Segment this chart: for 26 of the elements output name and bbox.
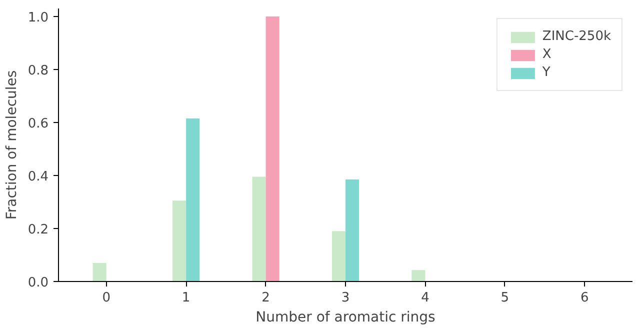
y-tick-label: 0.4 [28,169,49,184]
bar [332,231,346,282]
legend-label: ZINC-250k [542,29,611,44]
y-tick-label: 0.2 [28,222,49,238]
x-tick-label: 2 [262,290,270,306]
legend-label: Y [542,65,552,80]
bar [266,16,280,282]
y-tick-label: 1.0 [28,10,49,26]
x-axis-title: Number of aromatic rings [256,310,436,326]
bar [346,179,360,282]
x-tick-label: 4 [421,290,430,306]
legend-label: X [542,47,552,62]
bar [172,200,186,282]
x-tick-label: 3 [341,290,350,306]
x-tick-label: 0 [102,290,110,306]
y-tick-label: 0.0 [28,276,49,290]
y-tick-label: 0.8 [28,63,49,78]
x-tick-label: 1 [182,290,190,306]
x-tick-label: 5 [500,290,510,306]
y-tick-label: 0.6 [28,116,49,132]
bar [186,118,200,282]
bar [412,270,426,282]
bar [92,262,106,282]
x-tick-label: 6 [580,290,589,306]
bar [252,176,266,282]
y-axis-title: Fraction of molecules [4,70,20,220]
